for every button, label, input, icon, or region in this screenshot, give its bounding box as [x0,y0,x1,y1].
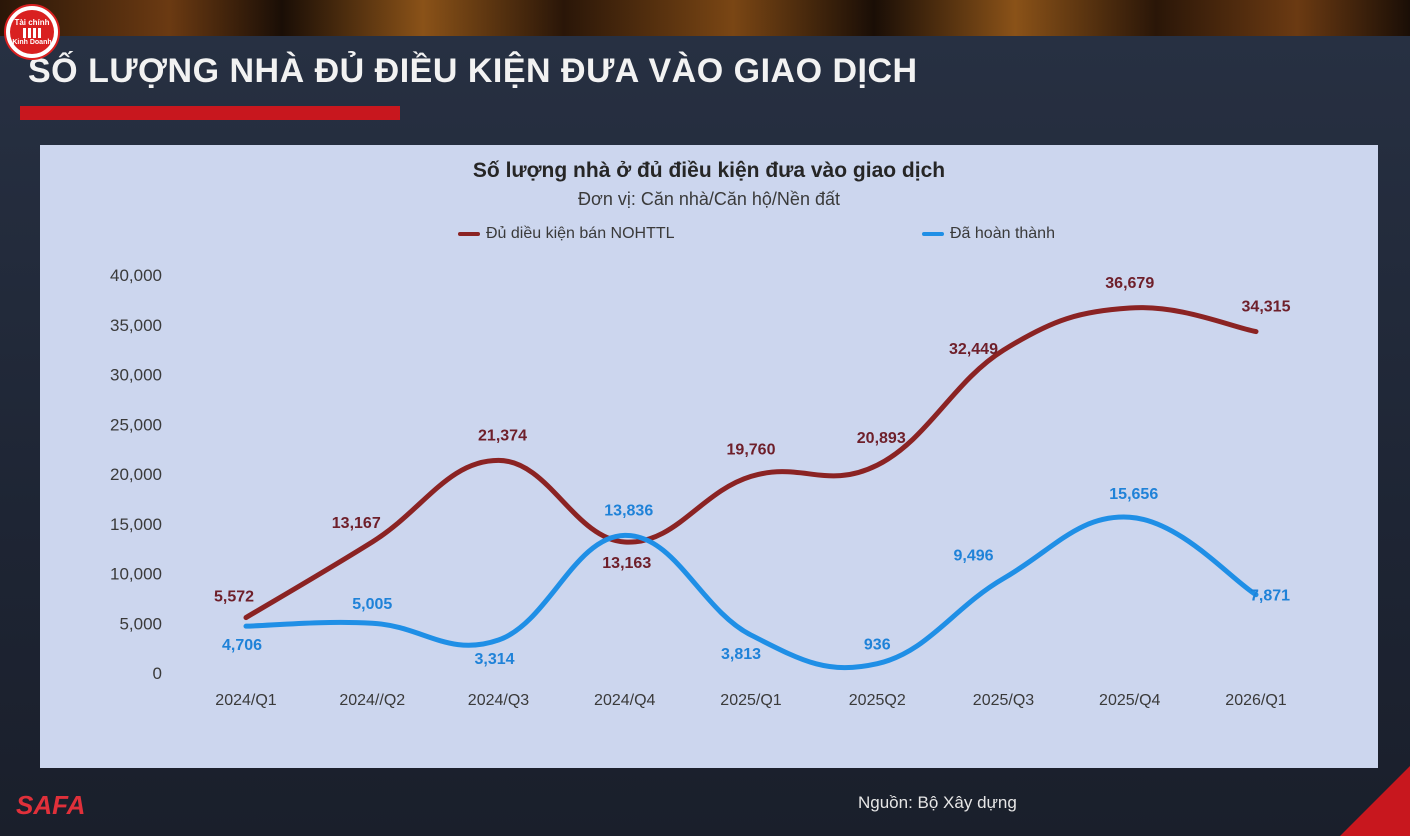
legend-item-series-1: Đủ diều kiện bán NOHTTL [458,223,675,245]
data-label: 20,893 [857,430,906,447]
x-tick-label: 2026/Q1 [1225,692,1286,709]
data-label: 13,163 [602,555,651,572]
y-tick-label: 10,000 [110,565,162,584]
data-label: 936 [864,637,891,654]
legend-label: Đủ diều kiện bán NOHTTL [486,225,675,242]
data-label: 15,656 [1109,486,1158,503]
x-tick-label: 2025Q2 [849,692,906,709]
y-tick-label: 35,000 [110,316,162,335]
y-tick-label: 15,000 [110,515,162,534]
x-tick-label: 2024/Q3 [468,692,529,709]
data-label: 13,836 [604,502,653,519]
series-line-2 [243,514,1259,671]
legend-swatch [922,232,944,236]
x-tick-label: 2024//Q2 [339,692,405,709]
data-label: 7,871 [1250,588,1290,605]
legend-label: Đã hoàn thành [950,225,1055,242]
data-label: 9,496 [953,548,993,565]
source-note: Nguồn: Bộ Xây dựng [858,793,1017,812]
y-tick-label: 40,000 [110,266,162,285]
corner-decoration [1340,766,1410,836]
data-label: 3,813 [721,646,761,663]
series-line-1 [243,305,1259,621]
background-top-band [0,0,1410,36]
x-tick-label: 2025/Q3 [973,692,1034,709]
x-tick-label: 2024/Q1 [215,692,276,709]
bar-chart-icon [23,27,41,38]
chart-panel: 0 5,000 10,000 15,000 20,000 25,000 30,000 35,0… [40,145,1378,768]
x-tick-label: 2025/Q1 [720,692,781,709]
chart-title: Số lượng nhà ở đủ điều kiện đưa vào giao… [472,159,946,182]
data-label: 21,374 [478,427,527,444]
y-tick-label: 25,000 [110,415,162,434]
data-label: 32,449 [949,341,998,358]
logo-line1: Tài chính [14,17,50,27]
data-label: 5,572 [214,589,254,606]
data-label: 4,706 [222,637,262,654]
chart-subtitle: Đơn vị: Căn nhà/Căn hộ/Nền đất [578,189,840,209]
data-label: 3,314 [474,651,514,668]
data-label: 34,315 [1242,299,1291,316]
x-tick-label: 2024/Q4 [594,692,655,709]
legend-item-series-2: Đã hoàn thành [922,223,1055,245]
y-tick-label: 30,000 [110,366,162,385]
line-chart: 0 5,000 10,000 15,000 20,000 25,000 30,000 35,0… [110,266,1291,709]
data-label: 5,005 [352,596,392,613]
y-tick-label: 20,000 [110,465,162,484]
slide-title: SỐ LƯỢNG NHÀ ĐỦ ĐIỀU KIỆN ĐƯA VÀO GIAO D… [28,52,918,90]
x-tick-label: 2025/Q4 [1099,692,1160,709]
channel-logo: Tài chính Kinh Doanh [4,4,60,60]
logo-line2: Kinh Doanh [12,38,52,46]
data-label: 36,679 [1105,275,1154,292]
legend-swatch [458,232,480,236]
data-label: 19,760 [727,441,776,458]
data-label: 13,167 [332,515,381,532]
y-tick-label: 5,000 [119,614,162,633]
y-tick-label: 0 [153,664,162,683]
title-underline-bar [20,106,400,120]
safa-logo: SAFA [16,790,86,820]
